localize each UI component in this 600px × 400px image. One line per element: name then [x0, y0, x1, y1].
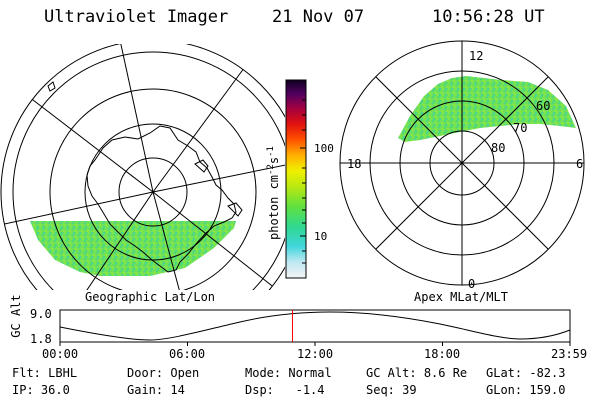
altitude-xtick-4: 23:59 [551, 347, 587, 361]
info-flt: Flt: LBHL [12, 366, 78, 380]
mlt-label-0: 0 [468, 277, 475, 291]
altitude-ylabel: GC Alt [9, 294, 23, 337]
info-ip: IP: 36.0 [12, 383, 70, 397]
altitude-xtick-3: 18:00 [424, 347, 460, 361]
antarctica-coastline [86, 125, 237, 273]
altitude-xtick-2: 12:00 [297, 347, 333, 361]
left-map-caption: Geographic Lat/Lon [85, 290, 215, 304]
left-aurora-band [30, 221, 236, 276]
info-mode: Mode: Normal [245, 366, 332, 380]
colorbar-tick-10: 10 [314, 230, 327, 243]
info-gc-alt: GC Alt: 8.6 Re [366, 366, 468, 380]
info-seq: Seq: 39 [366, 383, 417, 397]
info-dsp: Dsp: -1.4 [245, 383, 325, 397]
colorbar [285, 79, 307, 279]
altitude-x-ticks [59, 342, 571, 346]
altitude-xtick-0: 00:00 [42, 347, 78, 361]
lat-label-60: 60 [536, 99, 550, 113]
lat-label-70: 70 [513, 121, 527, 135]
lat-label-80: 80 [491, 141, 505, 155]
altitude-xtick-1: 06:00 [169, 347, 205, 361]
altitude-ytick-9: 9.0 [30, 307, 52, 321]
mlt-label-18: 18 [347, 157, 361, 171]
info-glon: GLon: 159.0 [486, 383, 566, 397]
mlt-label-6: 6 [576, 157, 583, 171]
altitude-curve [59, 311, 571, 341]
geographic-map [0, 44, 285, 290]
title: Ultraviolet Imager [44, 7, 229, 27]
colorbar-tick-100: 100 [314, 142, 334, 155]
altitude-plot-frame [59, 309, 571, 343]
altitude-plot [59, 309, 571, 346]
altitude-ytick-1: 1.8 [30, 332, 52, 346]
colorbar-unit: photon cm-2s-1 [266, 146, 281, 240]
info-door: Door: Open [127, 366, 200, 380]
time: 10:56:28 UT [432, 7, 545, 27]
date: 21 Nov 07 [272, 7, 365, 27]
magnetic-map [339, 40, 585, 286]
info-gain: Gain: 14 [127, 383, 185, 397]
right-map-caption: Apex MLat/MLT [414, 290, 508, 304]
mlt-label-12: 12 [469, 49, 483, 63]
info-glat: GLat: -82.3 [486, 366, 566, 380]
right-aurora-band [398, 76, 576, 142]
colorbar-ticks [300, 99, 306, 264]
